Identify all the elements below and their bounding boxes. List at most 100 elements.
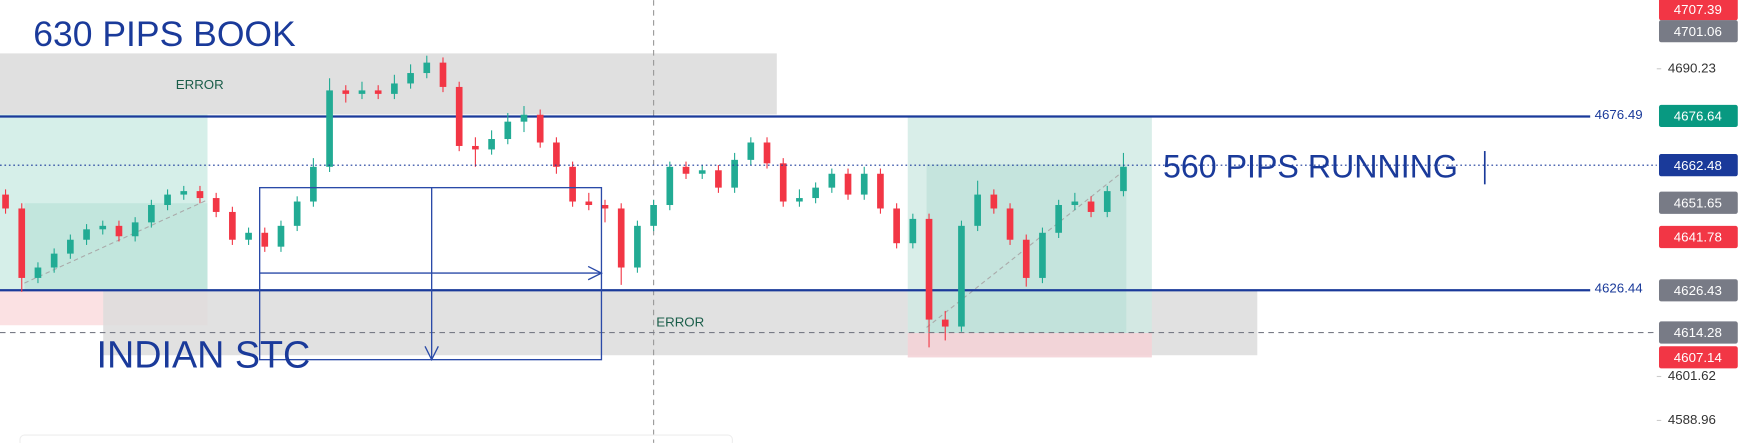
price-tag [1658, 321, 1738, 344]
candle-body [828, 173, 836, 188]
candle-body [131, 222, 139, 237]
price-tag-label: 4641.78 [1674, 230, 1722, 245]
price-tag-label: 4676.64 [1674, 109, 1722, 124]
price-tag-label: 4701.06 [1674, 24, 1722, 39]
candle-body [601, 205, 609, 209]
annotation: INDIAN STC [97, 333, 311, 375]
candle-body [763, 142, 771, 164]
candle-body [342, 90, 350, 94]
candle-body [50, 253, 58, 268]
candle-body [958, 225, 965, 327]
candle-body [909, 218, 917, 244]
candle-body [293, 201, 301, 226]
candle-body [261, 232, 269, 247]
candle-body [536, 114, 544, 143]
candle-body [34, 267, 42, 278]
candle-body [1039, 232, 1046, 278]
candle-body [1120, 166, 1127, 192]
candle-body [18, 208, 26, 278]
candle-body [1022, 239, 1030, 278]
candle-body [698, 170, 706, 174]
candle-body [925, 218, 933, 320]
candle-body [245, 232, 252, 240]
price-tag [1658, 279, 1738, 302]
candle-body [488, 139, 495, 150]
candle-body [617, 208, 625, 268]
candle-body [423, 62, 431, 74]
candle-body [99, 225, 107, 230]
candle-body [731, 159, 738, 188]
candle-body [650, 205, 657, 226]
candle-body [715, 170, 722, 188]
candle-body [974, 194, 981, 226]
candle-body [67, 239, 74, 254]
candle-body [844, 173, 852, 195]
price-tag [1658, 104, 1738, 128]
candle-body [358, 90, 366, 94]
candle-body [1055, 205, 1062, 233]
candle-body [1071, 201, 1079, 206]
candle-body [877, 173, 884, 209]
zone [24, 203, 208, 291]
panel [19, 434, 733, 443]
candle-body [1087, 201, 1095, 212]
candle-body [569, 166, 576, 202]
annotation: ERROR [176, 77, 224, 92]
annotation: 630 PIPS BOOK [33, 14, 296, 54]
candle-body [391, 83, 398, 94]
candle-body [1006, 208, 1014, 240]
candle-body [747, 142, 755, 160]
candle-body [682, 166, 690, 174]
candle-body [326, 90, 333, 167]
candle-body [196, 191, 204, 199]
plot: 4676.49 4626.44 [0, 55, 1657, 348]
price-tag-label: 4614.28 [1674, 325, 1722, 340]
candle-body [439, 62, 447, 87]
arrow-head [587, 265, 603, 281]
price-tag [1658, 191, 1738, 214]
candle-body [941, 319, 949, 327]
candle-body [180, 191, 188, 195]
candle-body [634, 225, 641, 268]
candle-body [455, 86, 463, 146]
price-tag [1658, 0, 1738, 21]
annotation: ERROR [656, 315, 704, 330]
candle-body [310, 166, 317, 202]
candle-body [277, 225, 285, 247]
candle-body [553, 142, 560, 167]
y-tick-label: 4588.96 [1668, 412, 1716, 427]
price-tag-label: 4662.48 [1674, 158, 1722, 173]
price-tag-label: 4707.39 [1674, 2, 1722, 17]
diagonal [24, 199, 208, 284]
candle-body [520, 114, 528, 122]
candle-body [585, 201, 593, 206]
candle-body [2, 194, 9, 209]
price-tag [1658, 154, 1738, 177]
y-tick-label: 4601.62 [1668, 368, 1716, 383]
candle-body [212, 198, 220, 212]
price-tag [1658, 20, 1738, 43]
price-tag-label: 4651.65 [1674, 195, 1722, 210]
candle-body [1103, 191, 1111, 212]
candle-body [504, 121, 512, 140]
candle-body [374, 90, 382, 94]
candle-body [83, 229, 90, 240]
candle-body [229, 211, 236, 240]
candle-body [472, 145, 479, 150]
arrow-head [424, 346, 439, 362]
price-tag-label: 4626.43 [1674, 283, 1722, 298]
candle-body [779, 163, 787, 202]
price-tag [1658, 346, 1738, 369]
annotation: 560 PIPS RUNNING [1163, 148, 1458, 184]
candle-body [860, 173, 868, 195]
candle-body [407, 73, 414, 84]
candle-body [115, 225, 123, 237]
price-tag [1658, 225, 1738, 249]
level-label: 4676.49 [1595, 107, 1643, 122]
level-label: 4626.44 [1595, 281, 1643, 296]
zone [907, 333, 1152, 358]
zone [0, 53, 777, 115]
price-tag-label: 4607.14 [1674, 350, 1722, 365]
y-tick-label: 4690.23 [1668, 60, 1716, 75]
